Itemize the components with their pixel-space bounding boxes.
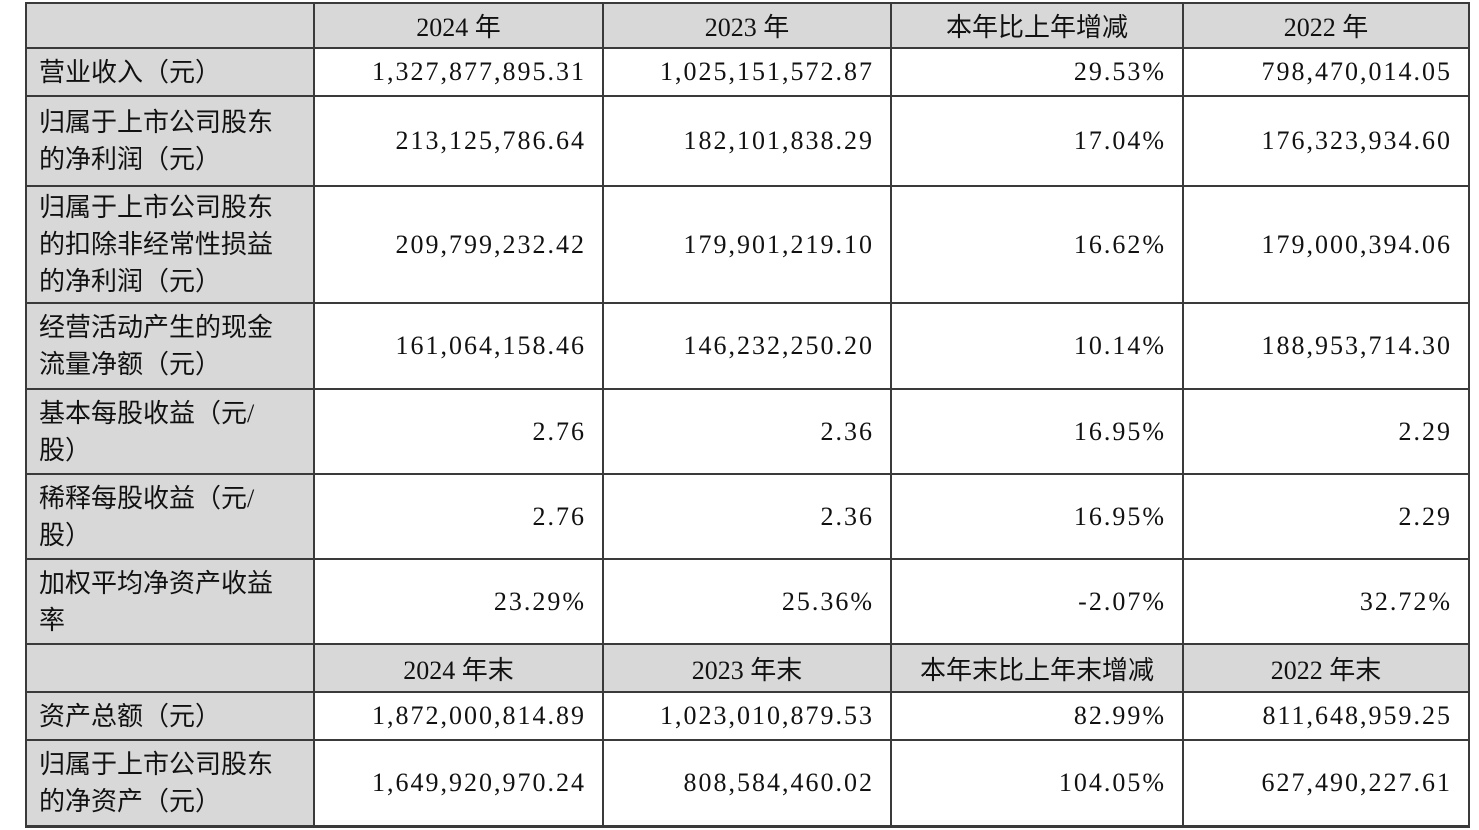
cell-value: 10.14% xyxy=(890,302,1184,390)
row-net-profit-excl-nonrecurring: 归属于上市公司股东 的扣除非经常性损益 的净利润（元） 209,799,232.… xyxy=(25,185,1470,304)
header-2022-end: 2022 年末 xyxy=(1182,643,1470,693)
cell-value: 2.36 xyxy=(602,388,892,475)
cell-value: 808,584,460.02 xyxy=(602,739,892,828)
cell-value: 1,872,000,814.89 xyxy=(313,691,604,741)
row-label: 基本每股收益（元/ 股） xyxy=(25,388,315,475)
header-row-year-end: 2024 年末 2023 年末 本年末比上年末增减 2022 年末 xyxy=(25,643,1470,693)
cell-value: 32.72% xyxy=(1182,558,1470,645)
cell-value: 1,025,151,572.87 xyxy=(602,47,892,97)
header-empty-cell xyxy=(25,2,315,49)
cell-value: 23.29% xyxy=(313,558,604,645)
cell-value: 146,232,250.20 xyxy=(602,302,892,390)
cell-value: 161,064,158.46 xyxy=(313,302,604,390)
cell-value: 179,000,394.06 xyxy=(1182,185,1470,304)
cell-value: 25.36% xyxy=(602,558,892,645)
row-operating-cash-flow: 经营活动产生的现金 流量净额（元） 161,064,158.46 146,232… xyxy=(25,302,1470,390)
row-weighted-avg-roe: 加权平均净资产收益 率 23.29% 25.36% -2.07% 32.72% xyxy=(25,558,1470,645)
cell-value: 188,953,714.30 xyxy=(1182,302,1470,390)
row-net-assets-attributable: 归属于上市公司股东 的净资产（元） 1,649,920,970.24 808,5… xyxy=(25,739,1470,828)
row-label: 稀释每股收益（元/ 股） xyxy=(25,473,315,560)
cell-value: 1,327,877,895.31 xyxy=(313,47,604,97)
header-empty-cell xyxy=(25,643,315,693)
cell-value: 1,023,010,879.53 xyxy=(602,691,892,741)
row-operating-revenue: 营业收入（元） 1,327,877,895.31 1,025,151,572.8… xyxy=(25,47,1470,97)
header-2024: 2024 年 xyxy=(313,2,604,49)
row-label: 加权平均净资产收益 率 xyxy=(25,558,315,645)
cell-value: 209,799,232.42 xyxy=(313,185,604,304)
header-yoy-change: 本年比上年增减 xyxy=(890,2,1184,49)
cell-value: 179,901,219.10 xyxy=(602,185,892,304)
cell-value: 176,323,934.60 xyxy=(1182,95,1470,187)
header-2022: 2022 年 xyxy=(1182,2,1470,49)
cell-value: 82.99% xyxy=(890,691,1184,741)
cell-value: 627,490,227.61 xyxy=(1182,739,1470,828)
cell-value: -2.07% xyxy=(890,558,1184,645)
cell-value: 104.05% xyxy=(890,739,1184,828)
cell-value: 2.76 xyxy=(313,388,604,475)
header-2023-end: 2023 年末 xyxy=(602,643,892,693)
cell-value: 29.53% xyxy=(890,47,1184,97)
cell-value: 2.29 xyxy=(1182,473,1470,560)
cell-value: 16.62% xyxy=(890,185,1184,304)
row-label: 营业收入（元） xyxy=(25,47,315,97)
cell-value: 213,125,786.64 xyxy=(313,95,604,187)
row-label: 归属于上市公司股东 的扣除非经常性损益 的净利润（元） xyxy=(25,185,315,304)
financial-summary-table: 2024 年 2023 年 本年比上年增减 2022 年 营业收入（元） 1,3… xyxy=(25,2,1470,828)
cell-value: 2.36 xyxy=(602,473,892,560)
row-diluted-eps: 稀释每股收益（元/ 股） 2.76 2.36 16.95% 2.29 xyxy=(25,473,1470,560)
row-net-profit-attributable: 归属于上市公司股东 的净利润（元） 213,125,786.64 182,101… xyxy=(25,95,1470,187)
cell-value: 2.76 xyxy=(313,473,604,560)
header-row-annual: 2024 年 2023 年 本年比上年增减 2022 年 xyxy=(25,2,1470,49)
cell-value: 182,101,838.29 xyxy=(602,95,892,187)
header-year-end-change: 本年末比上年末增减 xyxy=(890,643,1184,693)
cell-value: 16.95% xyxy=(890,388,1184,475)
row-label: 归属于上市公司股东 的净资产（元） xyxy=(25,739,315,828)
row-label: 资产总额（元） xyxy=(25,691,315,741)
cell-value: 811,648,959.25 xyxy=(1182,691,1470,741)
header-2024-end: 2024 年末 xyxy=(313,643,604,693)
cell-value: 17.04% xyxy=(890,95,1184,187)
cell-value: 16.95% xyxy=(890,473,1184,560)
cell-value: 798,470,014.05 xyxy=(1182,47,1470,97)
cell-value: 1,649,920,970.24 xyxy=(313,739,604,828)
row-label: 经营活动产生的现金 流量净额（元） xyxy=(25,302,315,390)
header-2023: 2023 年 xyxy=(602,2,892,49)
cell-value: 2.29 xyxy=(1182,388,1470,475)
row-total-assets: 资产总额（元） 1,872,000,814.89 1,023,010,879.5… xyxy=(25,691,1470,741)
row-label: 归属于上市公司股东 的净利润（元） xyxy=(25,95,315,187)
row-basic-eps: 基本每股收益（元/ 股） 2.76 2.36 16.95% 2.29 xyxy=(25,388,1470,475)
